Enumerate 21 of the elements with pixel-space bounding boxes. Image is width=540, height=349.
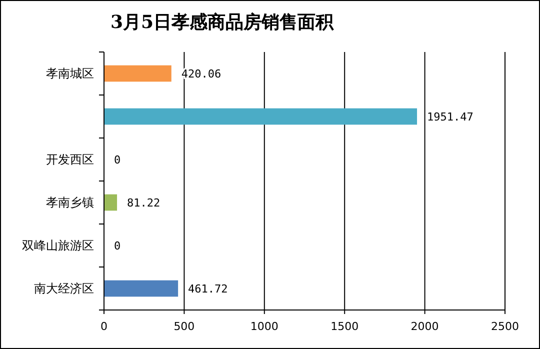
x-tick-label: 2000	[410, 320, 439, 333]
data-label: 81.22	[127, 196, 160, 210]
data-label: 0	[114, 240, 121, 252]
y-tick-label: 开发西区	[46, 152, 94, 166]
data-label: 0	[114, 154, 121, 166]
x-tick-label: 1500	[330, 320, 359, 333]
bar	[104, 108, 418, 125]
y-tick-label: 孝南乡镇	[46, 196, 94, 210]
x-tick-label: 500	[174, 320, 195, 333]
bar	[104, 194, 118, 211]
y-tick-label: 双峰山旅游区	[22, 238, 94, 252]
bar	[104, 280, 178, 297]
x-tick-label: 2500	[491, 320, 519, 333]
chart-title: 3月5日孝感商品房销售面积	[110, 12, 335, 33]
bar	[104, 65, 172, 82]
data-label: 461.72	[188, 282, 228, 296]
x-tick-label: 1000	[250, 320, 278, 333]
data-label: 1951.47	[427, 110, 474, 124]
y-tick-label: 孝南城区	[46, 66, 94, 80]
x-tick-label: 0	[100, 320, 108, 333]
y-tick-label: 南大经济区	[34, 282, 94, 296]
